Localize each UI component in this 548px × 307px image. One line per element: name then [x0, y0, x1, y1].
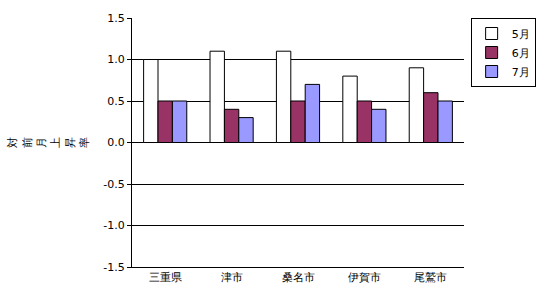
svg-text:伊賀市: 伊賀市 — [348, 271, 381, 284]
svg-text:7月: 7月 — [512, 66, 530, 79]
svg-text:-1.5: -1.5 — [103, 261, 124, 274]
svg-text:対前月上昇率: 対前月上昇率 — [6, 137, 91, 148]
svg-text:1.0: 1.0 — [107, 53, 125, 66]
svg-text:0.0: 0.0 — [107, 136, 125, 149]
svg-text:5月: 5月 — [512, 28, 530, 41]
svg-text:尾鷲市: 尾鷲市 — [414, 271, 447, 284]
svg-text:6月: 6月 — [512, 47, 530, 60]
svg-text:津市: 津市 — [221, 271, 243, 284]
svg-text:-0.5: -0.5 — [103, 178, 124, 191]
svg-text:-1.0: -1.0 — [103, 219, 124, 232]
svg-text:桑名市: 桑名市 — [282, 271, 315, 284]
svg-text:1.5: 1.5 — [107, 12, 125, 25]
svg-text:三重県: 三重県 — [149, 271, 182, 284]
svg-text:0.5: 0.5 — [107, 95, 125, 108]
